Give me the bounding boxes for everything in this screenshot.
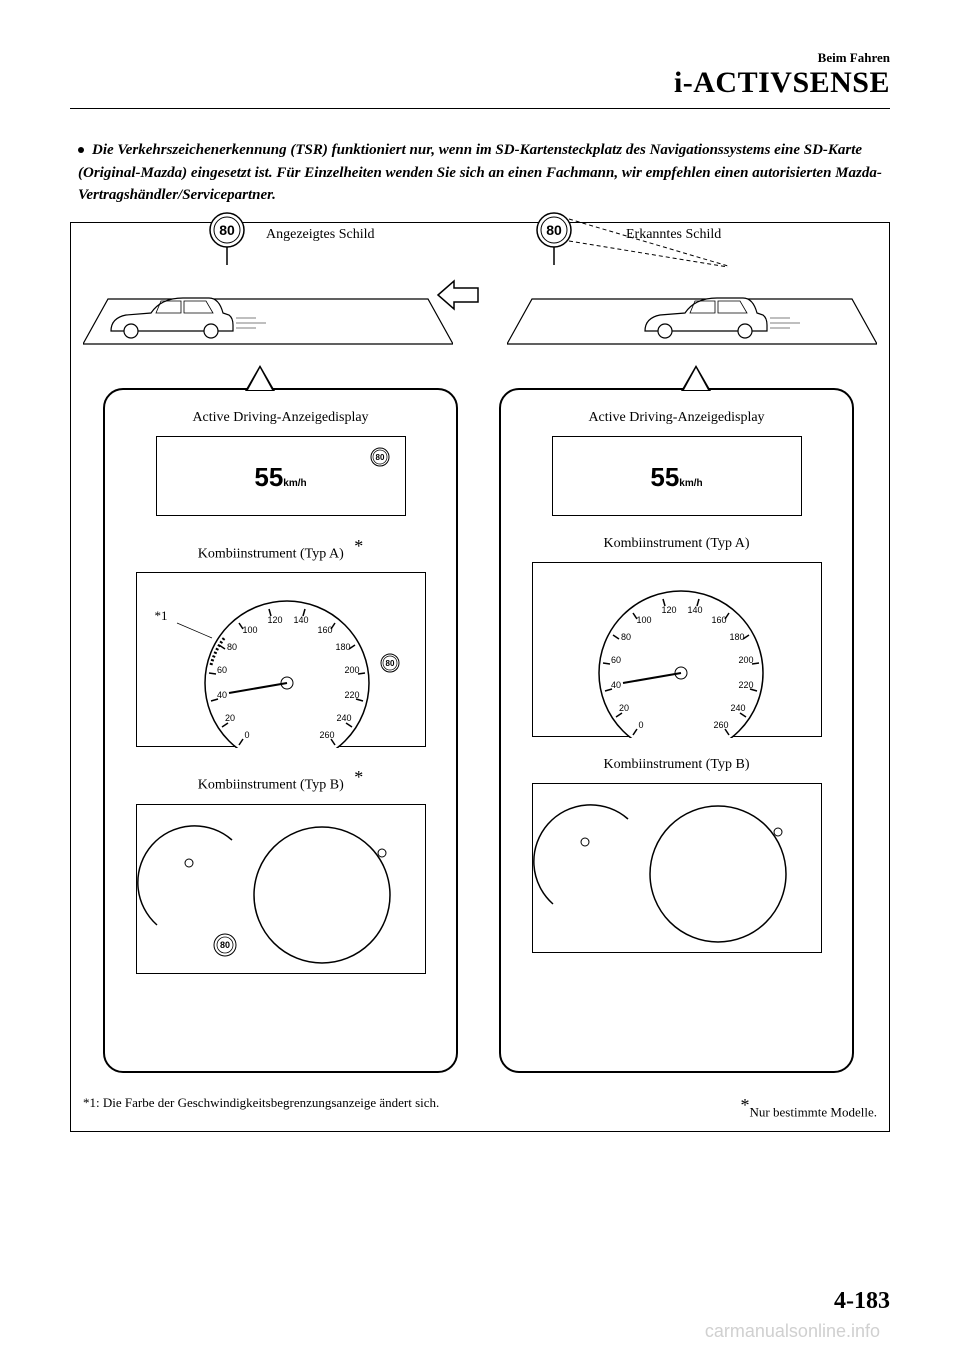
header-section: Beim Fahren [70, 50, 890, 66]
svg-text:220: 220 [738, 680, 753, 690]
page-number: 4-183 [834, 1288, 890, 1315]
svg-text:80: 80 [546, 222, 562, 238]
svg-text:20: 20 [618, 703, 628, 713]
cluster-b-left: 80 [137, 805, 427, 975]
displayed-sign-label: Angezeigtes Schild [266, 227, 374, 243]
header-title: i-ACTIVSENSE [70, 66, 890, 100]
callout-box-left: Active Driving-Anzeigedisplay 80 55km/h … [103, 388, 458, 1073]
svg-text:140: 140 [293, 615, 308, 625]
svg-text:180: 180 [729, 632, 744, 642]
svg-text:260: 260 [319, 730, 334, 740]
scene-right [495, 249, 889, 349]
active-driving-label-left: Active Driving-Anzeigedisplay [105, 410, 456, 426]
callout-pointer-icon [245, 365, 275, 391]
svg-text:260: 260 [713, 720, 728, 730]
instrument-a-label-right: Kombiinstrument (Typ A) [501, 536, 852, 552]
svg-text:200: 200 [738, 655, 753, 665]
svg-text:120: 120 [661, 605, 676, 615]
gauge-b-right [532, 783, 822, 953]
footnote-row: *1: Die Farbe der Geschwindigkeitsbegren… [71, 1095, 889, 1120]
footnote-1: *1: Die Farbe der Geschwindigkeitsbegren… [83, 1095, 439, 1120]
active-display-left: 80 55km/h [156, 436, 406, 516]
svg-text:80: 80 [620, 632, 630, 642]
active-display-right: 55km/h [552, 436, 802, 516]
svg-text:60: 60 [610, 655, 620, 665]
bullet-icon [78, 147, 84, 153]
active-driving-label-right: Active Driving-Anzeigedisplay [501, 410, 852, 426]
svg-text:100: 100 [242, 625, 257, 635]
gauge-b-left: 80 [136, 804, 426, 974]
callout-box-right: Active Driving-Anzeigedisplay 55km/h Kom… [499, 388, 854, 1073]
watermark: carmanualsonline.info [705, 1321, 880, 1342]
svg-text:0: 0 [244, 730, 249, 740]
svg-text:140: 140 [687, 605, 702, 615]
arrow-left-icon [436, 278, 481, 313]
svg-text:20: 20 [224, 713, 234, 723]
speed-value-right: 55km/h [553, 437, 801, 524]
callout-pointer-icon [681, 365, 711, 391]
star-note: *1 [155, 608, 168, 624]
page-header: Beim Fahren i-ACTIVSENSE [70, 50, 890, 109]
speed-value-left: 55km/h [157, 437, 405, 524]
svg-text:40: 40 [216, 690, 226, 700]
instrument-a-label-left: Kombiinstrument (Typ A) * [105, 536, 456, 563]
svg-text:120: 120 [267, 615, 282, 625]
svg-text:160: 160 [711, 615, 726, 625]
svg-text:200: 200 [344, 665, 359, 675]
car-icon-right [635, 293, 805, 343]
svg-text:80: 80 [226, 642, 236, 652]
speedometer-a-left: 0 20 40 60 80 100 120 140 160 180 200 22… [137, 573, 427, 748]
gauge-a-left: *1 0 20 40 60 80 100 120 140 [136, 572, 426, 747]
gauge-a-right: 0 20 40 60 80 100 120 140 160 180 200 22… [532, 562, 822, 737]
svg-text:0: 0 [638, 720, 643, 730]
scene-left [71, 249, 465, 349]
svg-text:220: 220 [344, 690, 359, 700]
svg-text:80: 80 [219, 940, 229, 950]
svg-text:40: 40 [610, 680, 620, 690]
svg-text:60: 60 [216, 665, 226, 675]
note-text: Die Verkehrszeichenerkennung (TSR) funkt… [78, 142, 882, 203]
svg-text:180: 180 [335, 642, 350, 652]
cluster-b-right [533, 784, 823, 954]
svg-text:240: 240 [730, 703, 745, 713]
car-icon-left [101, 293, 271, 343]
footnote-2: *Nur bestimmte Modelle. [741, 1095, 877, 1120]
speedometer-a-right: 0 20 40 60 80 100 120 140 160 180 200 22… [533, 563, 823, 738]
small-sign-80-icon: 80 [370, 447, 390, 467]
note-paragraph: Die Verkehrszeichenerkennung (TSR) funkt… [70, 139, 890, 207]
svg-text:100: 100 [636, 615, 651, 625]
svg-text:80: 80 [375, 453, 384, 462]
instrument-b-label-left: Kombiinstrument (Typ B) * [105, 767, 456, 794]
instrument-b-label-right: Kombiinstrument (Typ B) [501, 757, 852, 773]
svg-text:80: 80 [385, 659, 394, 668]
svg-text:160: 160 [317, 625, 332, 635]
main-diagram: Angezeigtes Schild Erkanntes Schild 80 8… [70, 222, 890, 1132]
svg-text:80: 80 [219, 222, 235, 238]
svg-text:240: 240 [336, 713, 351, 723]
page: Beim Fahren i-ACTIVSENSE Die Verkehrszei… [0, 0, 960, 1360]
